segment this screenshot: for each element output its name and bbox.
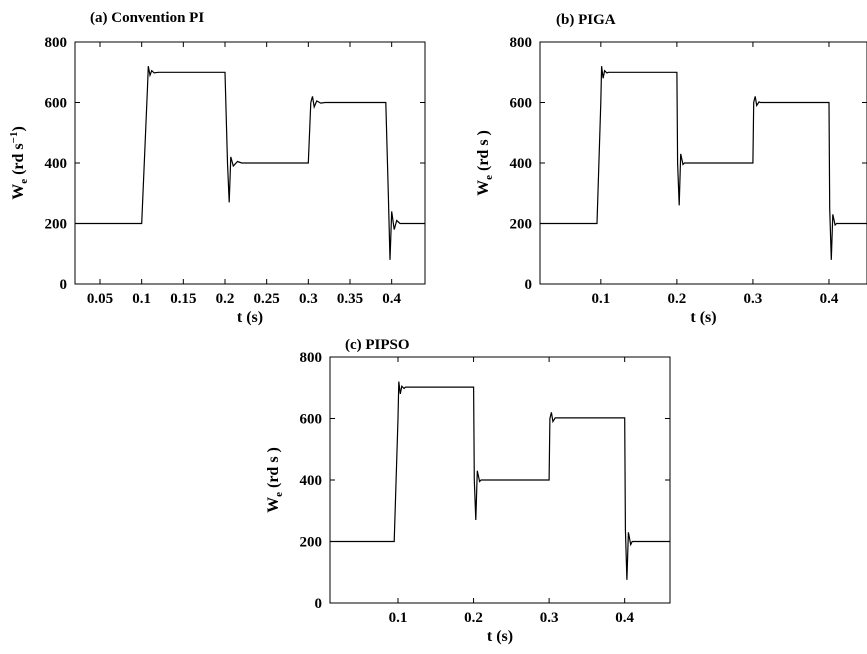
y-tick-label: 200	[45, 217, 68, 233]
y-tick-label: 0	[315, 596, 323, 612]
y-tick-label: 0	[525, 277, 533, 293]
x-axis-title: t (s)	[237, 309, 263, 326]
y-tick-label: 200	[300, 535, 323, 551]
panel-title: (c) PIPSO	[345, 337, 410, 353]
chart-panel-3: 0 200 400 600 800 0.1 0.2 0.3 0.4 t (s) We (rd s )…	[265, 337, 671, 645]
x-tick-label: 0.1	[591, 291, 610, 307]
y-tick-label: 600	[45, 96, 68, 112]
x-tick-label: 0.4	[382, 291, 401, 307]
x-tick-label: 0.3	[299, 291, 318, 307]
x-tick-label: 0.05	[87, 291, 113, 307]
y-tick-label: 400	[300, 473, 323, 489]
x-tick-label: 0.35	[337, 291, 363, 307]
x-tick-label: 0.1	[132, 291, 151, 307]
y-axis-title: We (rd s )	[265, 447, 285, 513]
x-tick-label: 0.3	[540, 610, 559, 626]
y-tick-label: 800	[510, 35, 533, 51]
x-tick-label: 0.4	[820, 291, 839, 307]
x-tick-label: 0.4	[615, 610, 634, 626]
y-tick-label: 400	[45, 156, 68, 172]
series-line	[330, 381, 670, 580]
panel-title: (a) Convention PI	[90, 10, 204, 26]
x-tick-label: 0.3	[744, 291, 763, 307]
y-tick-label: 0	[60, 277, 68, 293]
x-tick-label: 0.2	[464, 610, 483, 626]
series-line	[75, 66, 425, 260]
x-tick-label: 0.2	[668, 291, 687, 307]
y-tick-label: 200	[510, 217, 533, 233]
y-tick-label: 800	[45, 35, 68, 51]
x-axis-title: t (s)	[487, 628, 513, 645]
x-tick-label: 0.25	[254, 291, 280, 307]
x-axis-title: t (s)	[690, 309, 716, 326]
chart-panel-2: 0 200 400 600 800 0.1 0.2 0.3 0.4 t (s) We (rd s )…	[475, 12, 867, 326]
y-tick-label: 600	[300, 412, 323, 428]
series-line	[540, 66, 867, 260]
x-tick-label: 0.1	[389, 610, 408, 626]
x-tick-label: 0.15	[170, 291, 196, 307]
y-axis-title: We (rd s−1)	[8, 126, 30, 200]
chart-panel-1: 0 200 400 600 800 0.05 0.1 0.15 0.2 0.25 0.3 0.35 0.…	[8, 10, 426, 326]
x-tick-label: 0.2	[216, 291, 235, 307]
y-tick-label: 600	[510, 96, 533, 112]
panel-title: (b) PIGA	[556, 12, 616, 28]
y-tick-label: 800	[300, 350, 323, 366]
y-axis-title: We (rd s )	[475, 130, 495, 196]
y-tick-label: 400	[510, 156, 533, 172]
